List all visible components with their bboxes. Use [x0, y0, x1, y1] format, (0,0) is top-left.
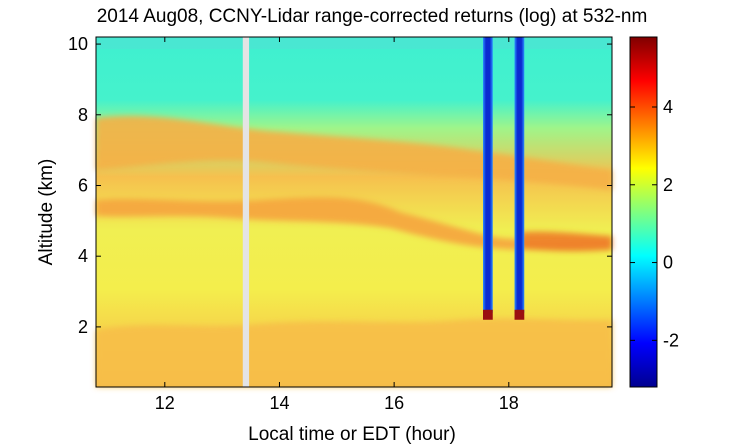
cloud-column — [483, 37, 493, 313]
x-tick-label: 14 — [269, 393, 289, 413]
colorbar-tick-label: 2 — [663, 175, 673, 195]
y-axis: 2 4 6 8 10 — [68, 34, 612, 337]
lower-aerosol-layer — [520, 231, 612, 252]
heatmap-area — [96, 37, 612, 387]
y-tick-label: 4 — [78, 246, 88, 266]
y-tick-label: 8 — [78, 105, 88, 125]
noise-band — [96, 37, 612, 49]
colorbar-frame — [629, 36, 658, 388]
y-tick-label: 10 — [68, 34, 88, 54]
y-tick-label: 2 — [78, 317, 88, 337]
x-tick-label: 12 — [155, 393, 175, 413]
colorbar-tick-label: 0 — [663, 253, 673, 273]
colorbar-tick-label: 4 — [663, 97, 673, 117]
data-gap-stripe — [242, 37, 250, 387]
x-axis-label: Local time or EDT (hour) — [248, 424, 456, 445]
cloud-column — [514, 37, 525, 313]
y-tick-label: 6 — [78, 175, 88, 195]
boundary-layer — [96, 318, 612, 387]
y-axis-label: Altitude (km) — [36, 159, 57, 266]
cloud-base — [483, 309, 493, 320]
colorbar: -2 0 2 4 — [629, 36, 679, 388]
cloud-base — [514, 309, 525, 320]
plot-frame — [95, 36, 613, 388]
x-axis: 12 14 16 18 — [155, 37, 519, 413]
colorbar-gradient — [630, 37, 657, 387]
colorbar-ticks: -2 0 2 4 — [630, 97, 679, 350]
x-tick-label: 18 — [499, 393, 519, 413]
colorbar-tick-label: -2 — [663, 330, 679, 350]
chart-title: 2014 Aug08, CCNY-Lidar range-corrected r… — [97, 6, 648, 27]
x-tick-label: 16 — [384, 393, 404, 413]
cloud-columns — [483, 37, 525, 320]
